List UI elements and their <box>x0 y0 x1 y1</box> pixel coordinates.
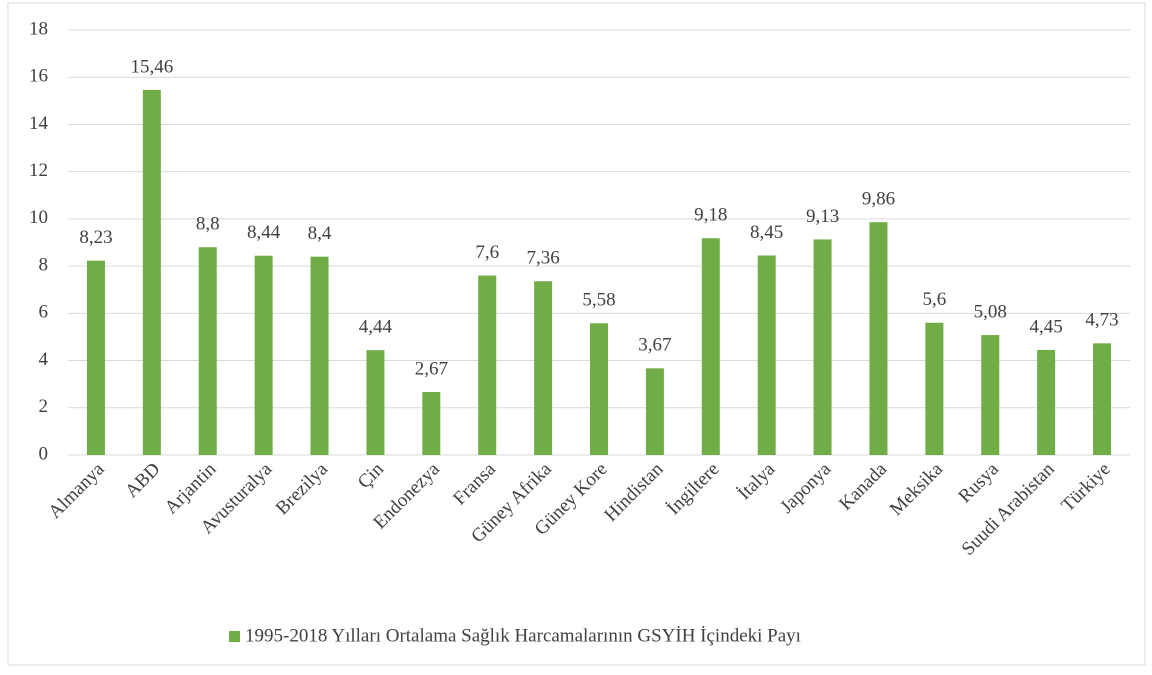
data-label: 2,67 <box>415 358 448 379</box>
bar <box>925 322 944 455</box>
bar <box>422 391 441 455</box>
data-label: 9,13 <box>806 206 839 227</box>
bar <box>1037 349 1056 455</box>
bar <box>869 222 888 455</box>
legend-label: 1995-2018 Yılları Ortalama Sağlık Harcam… <box>245 625 801 646</box>
bar <box>198 247 217 455</box>
y-tick-label: 16 <box>29 66 48 87</box>
bar <box>86 260 105 455</box>
data-label: 15,46 <box>130 56 173 77</box>
data-label: 8,44 <box>247 222 281 243</box>
bar <box>310 256 329 455</box>
bar <box>645 368 664 455</box>
y-tick-label: 0 <box>39 443 49 464</box>
bar <box>981 335 1000 455</box>
y-tick-label: 2 <box>39 396 49 417</box>
bar <box>142 89 161 455</box>
y-tick-label: 8 <box>39 254 49 275</box>
y-tick-label: 10 <box>29 207 48 228</box>
chart-frame <box>7 2 1146 666</box>
y-tick-label: 14 <box>29 113 49 134</box>
bar <box>1093 343 1112 455</box>
bar <box>366 350 385 455</box>
bar <box>757 255 776 455</box>
data-label: 5,58 <box>582 290 615 311</box>
y-tick-label: 18 <box>29 18 48 39</box>
data-label: 8,45 <box>750 222 783 243</box>
data-label: 3,67 <box>638 335 671 356</box>
bar <box>478 275 497 455</box>
data-label: 7,6 <box>475 242 499 263</box>
data-label: 8,23 <box>79 227 112 248</box>
data-label: 9,18 <box>694 205 727 226</box>
bar <box>534 281 553 455</box>
y-tick-label: 6 <box>39 302 49 323</box>
data-label: 5,6 <box>922 289 946 310</box>
data-label: 8,4 <box>308 223 332 244</box>
bar <box>590 323 608 455</box>
y-tick-label: 4 <box>39 349 49 370</box>
bar <box>254 255 273 455</box>
data-label: 7,36 <box>526 248 559 269</box>
bar <box>813 239 832 455</box>
data-label: 8,8 <box>196 214 220 235</box>
y-tick-label: 12 <box>29 160 48 181</box>
legend-swatch <box>229 631 240 642</box>
data-label: 9,86 <box>862 189 895 210</box>
data-label: 4,73 <box>1085 310 1118 331</box>
data-label: 5,08 <box>974 301 1007 322</box>
data-label: 4,45 <box>1030 316 1063 337</box>
data-label: 4,44 <box>359 317 393 338</box>
bar <box>701 238 720 455</box>
